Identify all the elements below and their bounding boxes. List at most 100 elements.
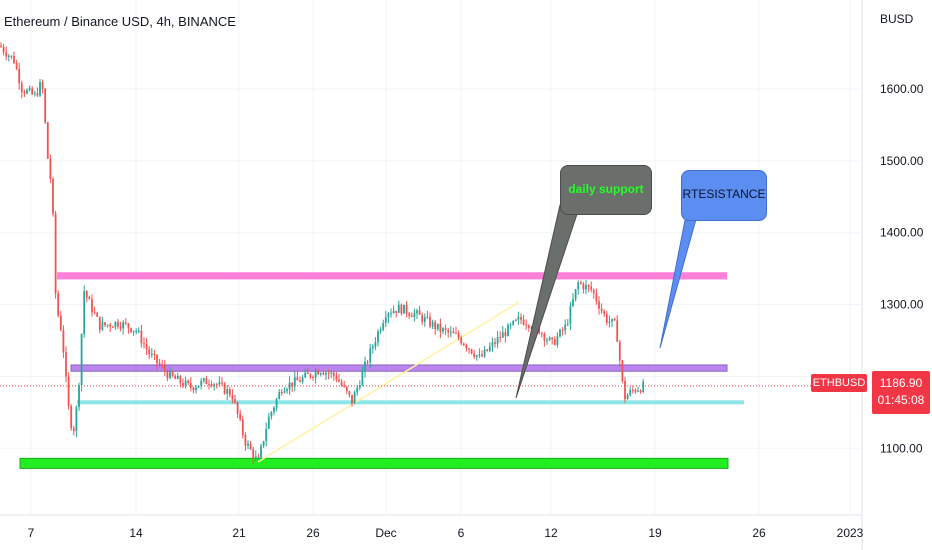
candle-body [332, 372, 335, 376]
candle-body [127, 323, 130, 329]
x-tick-label: 21 [232, 526, 246, 540]
candle-body [335, 375, 338, 380]
candle-body [460, 337, 463, 344]
candle-body [621, 360, 624, 382]
candle-body [257, 456, 260, 458]
candle-body [241, 419, 244, 435]
candle-body [449, 331, 452, 333]
candle-body [598, 301, 600, 309]
candle-body [70, 406, 73, 429]
candle-body [572, 299, 574, 307]
candle-body [18, 68, 21, 84]
candle-body [512, 320, 515, 325]
candle-body [587, 285, 590, 287]
candle-body [522, 319, 525, 325]
candle-body [213, 384, 216, 386]
candle-body [208, 384, 210, 386]
candle-body [10, 55, 13, 57]
candle-body [210, 384, 213, 386]
candle-body [426, 316, 429, 318]
candle-body [260, 445, 262, 458]
candle-body [46, 122, 49, 159]
candle-body [249, 443, 252, 450]
candle-body [377, 331, 379, 343]
candle-body [611, 318, 613, 322]
candle-body [163, 365, 166, 372]
resistance-annotation[interactable]: RTESISTANCE [681, 170, 767, 221]
candle-body [31, 88, 34, 95]
candle-body [296, 377, 299, 381]
candle-body [184, 380, 187, 387]
candle-body [254, 456, 257, 459]
last-price-tag: 1186.90 01:45:08 [872, 371, 930, 414]
candle-body [579, 282, 582, 284]
candle-body [423, 317, 426, 322]
candle-body [592, 289, 595, 294]
resistance-zone [57, 272, 727, 280]
candle-body [7, 55, 10, 57]
candle-body [78, 384, 80, 408]
candle-body [119, 326, 122, 329]
candle-body [327, 372, 330, 374]
candle-body [267, 416, 270, 429]
candle-body [93, 312, 96, 314]
candle-body [358, 385, 361, 388]
candle-body [192, 387, 195, 391]
candle-body [447, 329, 450, 333]
y-tick-label: 1400.00 [880, 226, 924, 240]
candle-body [62, 330, 65, 353]
candle-body [465, 345, 468, 349]
support-annotation[interactable]: daily support [560, 165, 652, 215]
candle-body [148, 349, 151, 355]
candle-body [637, 390, 639, 392]
candle-body [462, 343, 465, 346]
candle-body [124, 322, 127, 324]
candle-body [361, 371, 364, 386]
candle-body [304, 372, 307, 378]
candle-body [23, 92, 26, 94]
candle-body [501, 332, 504, 338]
trend-line [257, 301, 520, 463]
candle-body [400, 304, 403, 314]
y-tick-label: 1600.00 [880, 82, 924, 96]
candle-body [452, 331, 455, 334]
x-tick-label: 12 [544, 526, 558, 540]
candle-body [343, 385, 346, 387]
candle-body [54, 213, 57, 294]
candle-body [603, 310, 606, 315]
candle-body [322, 373, 325, 375]
candle-body [624, 381, 626, 400]
candle-body [49, 158, 52, 179]
candle-body [371, 346, 374, 349]
x-tick-label: 19 [648, 526, 662, 540]
candle-body [286, 389, 288, 392]
candle-body [525, 324, 528, 326]
candle-body [514, 319, 517, 321]
candle-body [239, 413, 242, 420]
candle-body [582, 283, 585, 290]
last-price-value: 1186.90 [879, 376, 923, 390]
candle-body [176, 376, 179, 379]
candle-body [345, 386, 348, 392]
candle-body [156, 354, 158, 364]
x-tick-label: 26 [306, 526, 320, 540]
support-line [77, 400, 744, 405]
candle-body [436, 323, 439, 330]
candle-body [33, 93, 36, 95]
candle-body [319, 373, 322, 375]
candle-body [36, 93, 39, 96]
candle-body [301, 377, 304, 382]
candle-body [171, 371, 174, 377]
candle-body [52, 178, 54, 214]
y-tick-label: 1100.00 [880, 441, 923, 455]
candle-body [59, 315, 62, 331]
candle-body [540, 333, 543, 335]
candle-body [413, 313, 416, 317]
currency-label: BUSD [880, 12, 914, 26]
candle-body [483, 349, 486, 357]
candle-body [546, 339, 548, 341]
candle-body [244, 434, 247, 446]
candle-body [605, 314, 608, 323]
candle-body [0, 45, 2, 48]
